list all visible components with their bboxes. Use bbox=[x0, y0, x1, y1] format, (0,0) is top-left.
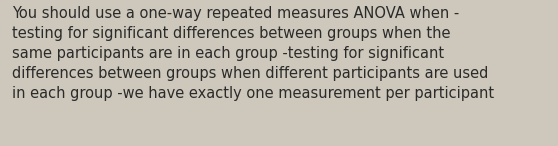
Text: You should use a one-way repeated measures ANOVA when -
testing for significant : You should use a one-way repeated measur… bbox=[12, 6, 494, 101]
